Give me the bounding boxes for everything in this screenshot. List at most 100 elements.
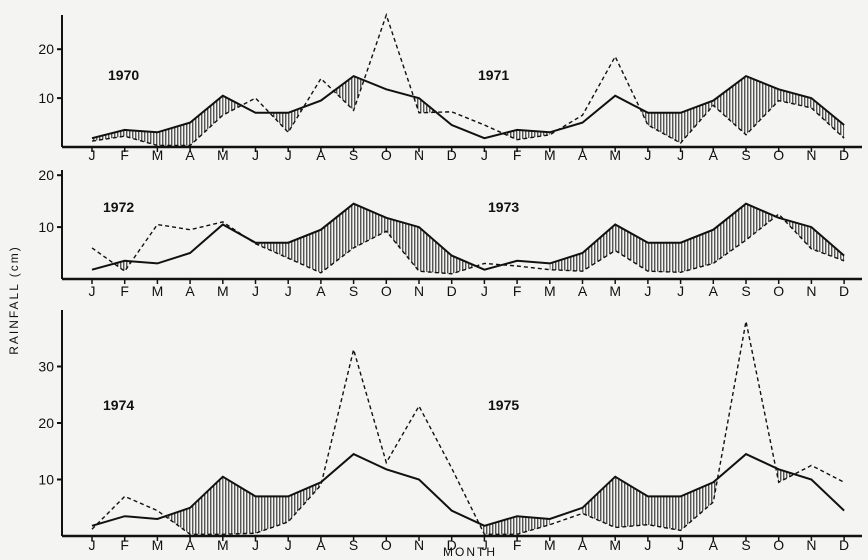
deficit-hatch [582,224,616,272]
month-tick-label: J [644,283,651,299]
month-tick-label: A [316,537,326,553]
deficit-hatch [778,89,812,108]
month-tick-label: J [252,147,259,163]
deficit-hatch [333,76,354,111]
deficit-hatch [288,482,321,522]
deficit-hatch [615,476,648,528]
month-tick-label: A [185,283,195,299]
x-axis-title: MONTH [443,545,497,559]
observed-rainfall-line [91,321,845,535]
y-tick-label: 20 [38,167,54,183]
deficit-hatch [746,203,776,241]
month-tick-label: J [481,537,488,553]
month-tick-label: M [217,283,229,299]
month-tick-label: A [709,283,719,299]
month-tick-label: M [217,147,229,163]
month-tick-label: A [709,537,719,553]
panel-2: 10 20 J F M A M J J A S O N D J F M A M J J A S O N D 1972 1973 [38,167,862,299]
deficit-hatch [288,107,304,133]
deficit-hatch [680,482,714,531]
deficit-hatch [190,476,223,535]
month-tick-label: J [89,537,96,553]
deficit-hatch [320,203,354,273]
month-tick-label: S [349,283,358,299]
deficit-hatch [269,112,289,133]
month-tick-label: M [152,537,164,553]
deficit-hatch [778,469,795,483]
month-tick-label: J [677,147,684,163]
month-tick-label: J [481,283,488,299]
deficit-hatch [615,224,648,272]
deficit-hatch [386,217,419,272]
deficit-hatch [190,95,223,146]
month-tick-label: A [185,537,195,553]
y-tick-label: 10 [38,472,54,488]
deficit-hatch-group [165,468,795,535]
deficit-hatch-group [114,203,845,274]
deficit-hatch [517,516,550,535]
year-label: 1972 [103,199,134,215]
month-tick-label: O [381,537,392,553]
month-tick-label: M [609,147,621,163]
month-tick-label: M [609,283,621,299]
month-tick-label: F [120,283,129,299]
y-tick-label: 20 [38,41,54,57]
month-tick-label: S [741,147,750,163]
y-tick-label: 10 [38,219,54,235]
deficit-hatch [582,476,616,528]
deficit-hatch [484,516,518,535]
deficit-hatch [647,496,681,531]
month-tick-label: J [252,283,259,299]
deficit-hatch [222,476,256,535]
month-tick-label: J [285,283,292,299]
month-tick-label: A [185,147,195,163]
month-tick-label: O [773,147,784,163]
month-tick-label: F [120,147,129,163]
y-axis-title: RAINFALL (cm) [7,245,21,355]
month-tick-label: J [644,147,651,163]
month-tick-label: F [513,283,522,299]
month-tick-label: A [316,147,326,163]
month-tick-label: J [89,283,96,299]
deficit-hatch [451,255,477,274]
month-tick-label: A [316,283,326,299]
month-tick-label: J [677,283,684,299]
panel-1: 10 20 J F M A M J J A S O N D J F M A M J J A S O N D 1970 1971 [38,12,862,163]
deficit-hatch [647,242,681,273]
deficit-hatch [353,76,364,111]
year-label: 1971 [478,67,509,83]
y-tick-label: 20 [38,415,54,431]
month-tick-label: O [381,147,392,163]
month-tick-label: M [544,537,556,553]
month-tick-label: N [806,283,816,299]
month-tick-label: J [89,147,96,163]
month-tick-label: S [349,147,358,163]
month-tick-label: J [285,147,292,163]
month-tick-label: S [349,537,358,553]
normal-rainfall-line [91,202,845,271]
deficit-hatch [713,76,746,135]
year-label: 1973 [488,199,519,215]
deficit-hatch [503,129,518,140]
month-tick-label: M [609,537,621,553]
deficit-hatch [811,98,845,139]
month-tick-label: J [285,537,292,553]
deficit-hatch [419,227,452,274]
year-label: 1975 [488,397,519,413]
deficit-hatch-group [92,76,845,146]
month-tick-label: J [644,537,651,553]
year-label: 1970 [108,67,139,83]
month-tick-label: O [773,537,784,553]
month-tick-label: F [513,537,522,553]
deficit-hatch [647,112,681,144]
deficit-hatch [157,122,191,146]
panel-3: 10 20 30 J F M A M J J A S O N D J F M A M J J A S O N D 1974 1975 [38,310,862,553]
month-tick-label: N [806,147,816,163]
month-tick-label: A [578,147,588,163]
month-tick-label: F [120,537,129,553]
month-tick-label: M [217,537,229,553]
deficit-hatch [746,76,779,135]
month-tick-label: F [513,147,522,163]
month-tick-label: D [839,537,849,553]
normal-rainfall-line [91,452,845,527]
